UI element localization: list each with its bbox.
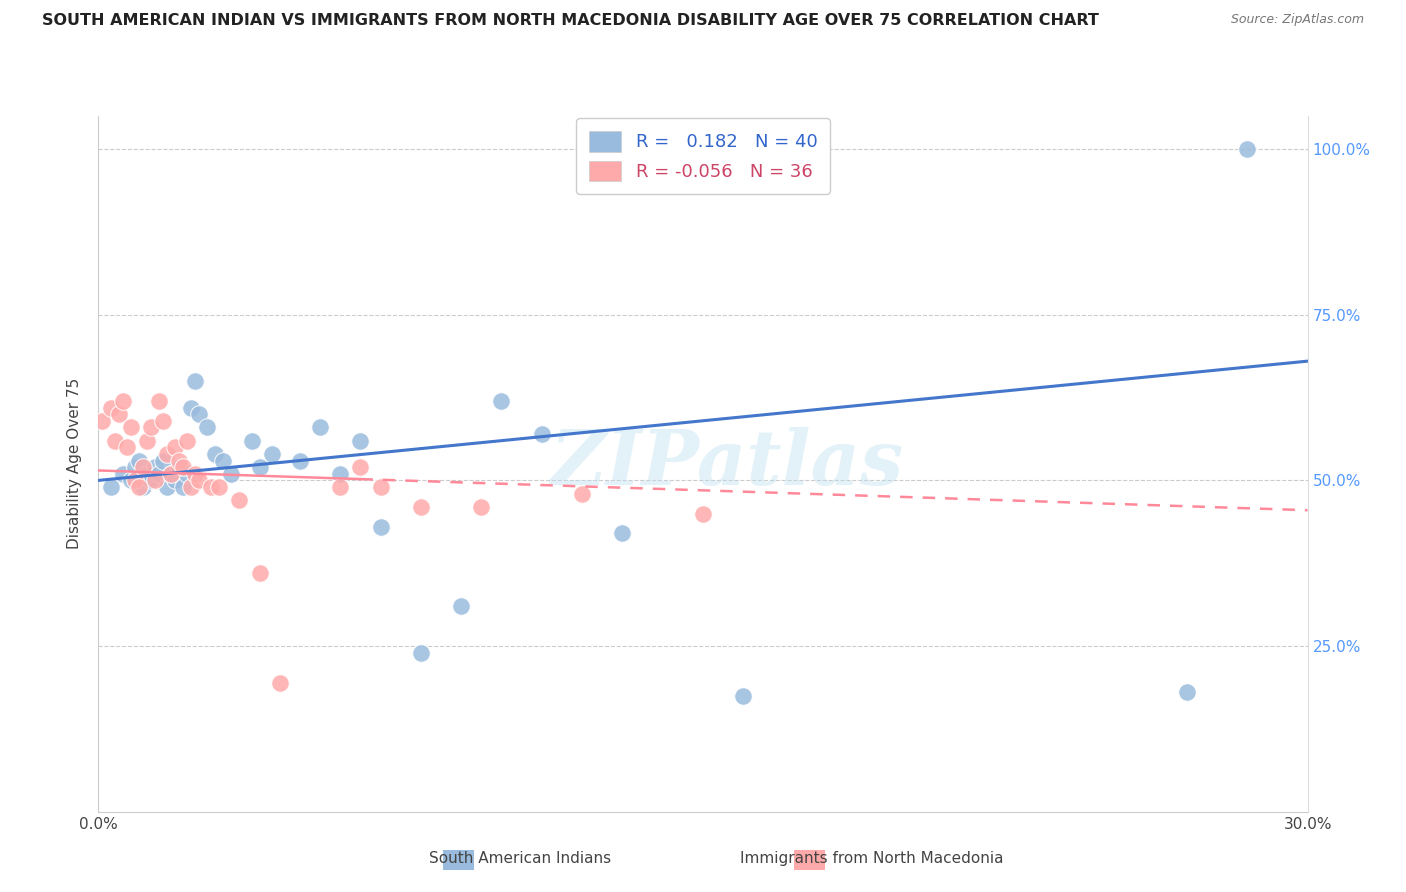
Point — [156, 447, 179, 461]
Point — [163, 440, 186, 454]
Text: South American Indians: South American Indians — [429, 852, 612, 866]
Point — [180, 480, 202, 494]
Point — [176, 467, 198, 481]
Point — [91, 414, 114, 428]
Point — [221, 467, 243, 481]
Point — [180, 401, 202, 415]
Point — [103, 434, 125, 448]
Point — [612, 526, 634, 541]
Point — [309, 420, 332, 434]
Point — [139, 420, 162, 434]
Point — [160, 467, 183, 481]
Point — [288, 453, 311, 467]
Point — [491, 393, 513, 408]
Point — [204, 447, 226, 461]
Point — [530, 427, 553, 442]
Point — [184, 374, 207, 388]
Point — [571, 486, 593, 500]
Point — [160, 467, 183, 481]
Text: SOUTH AMERICAN INDIAN VS IMMIGRANTS FROM NORTH MACEDONIA DISABILITY AGE OVER 75 : SOUTH AMERICAN INDIAN VS IMMIGRANTS FROM… — [42, 13, 1099, 29]
Point — [692, 507, 714, 521]
Point — [240, 434, 263, 448]
Point — [135, 434, 157, 448]
Point — [349, 434, 371, 448]
Point — [128, 480, 150, 494]
Point — [1175, 685, 1198, 699]
Point — [172, 480, 194, 494]
Point — [176, 434, 198, 448]
Point — [208, 480, 231, 494]
Point — [329, 467, 352, 481]
Point — [124, 474, 146, 488]
Point — [148, 467, 170, 481]
Point — [370, 520, 392, 534]
Point — [172, 460, 194, 475]
Point — [139, 474, 162, 488]
Point — [167, 460, 190, 475]
Point — [143, 474, 166, 488]
Point — [124, 460, 146, 475]
Point — [212, 453, 235, 467]
Point — [1236, 142, 1258, 156]
Point — [200, 480, 222, 494]
Point — [163, 474, 186, 488]
Point — [132, 460, 155, 475]
Point — [409, 646, 432, 660]
Point — [733, 689, 755, 703]
Point — [249, 460, 271, 475]
Point — [228, 493, 250, 508]
Point — [269, 675, 291, 690]
Point — [156, 480, 179, 494]
Point — [152, 414, 174, 428]
Point — [167, 453, 190, 467]
Point — [120, 474, 142, 488]
Point — [470, 500, 492, 514]
Point — [329, 480, 352, 494]
Point — [107, 407, 129, 421]
Point — [128, 453, 150, 467]
Point — [111, 467, 134, 481]
Point — [349, 460, 371, 475]
Legend: R =   0.182   N = 40, R = -0.056   N = 36: R = 0.182 N = 40, R = -0.056 N = 36 — [576, 118, 830, 194]
Point — [148, 393, 170, 408]
Point — [111, 393, 134, 408]
Point — [135, 467, 157, 481]
Text: Immigrants from North Macedonia: Immigrants from North Macedonia — [740, 852, 1004, 866]
Point — [100, 480, 122, 494]
Point — [100, 401, 122, 415]
Point — [195, 420, 218, 434]
Text: Source: ZipAtlas.com: Source: ZipAtlas.com — [1230, 13, 1364, 27]
Point — [370, 480, 392, 494]
Point — [409, 500, 432, 514]
Point — [132, 480, 155, 494]
Point — [143, 460, 166, 475]
Point — [450, 599, 472, 614]
Point — [188, 407, 211, 421]
Point — [184, 467, 207, 481]
Point — [120, 420, 142, 434]
Y-axis label: Disability Age Over 75: Disability Age Over 75 — [67, 378, 83, 549]
Point — [260, 447, 283, 461]
Point — [249, 566, 271, 581]
Point — [115, 440, 138, 454]
Point — [188, 474, 211, 488]
Point — [152, 453, 174, 467]
Text: ZIPatlas: ZIPatlas — [551, 427, 904, 500]
